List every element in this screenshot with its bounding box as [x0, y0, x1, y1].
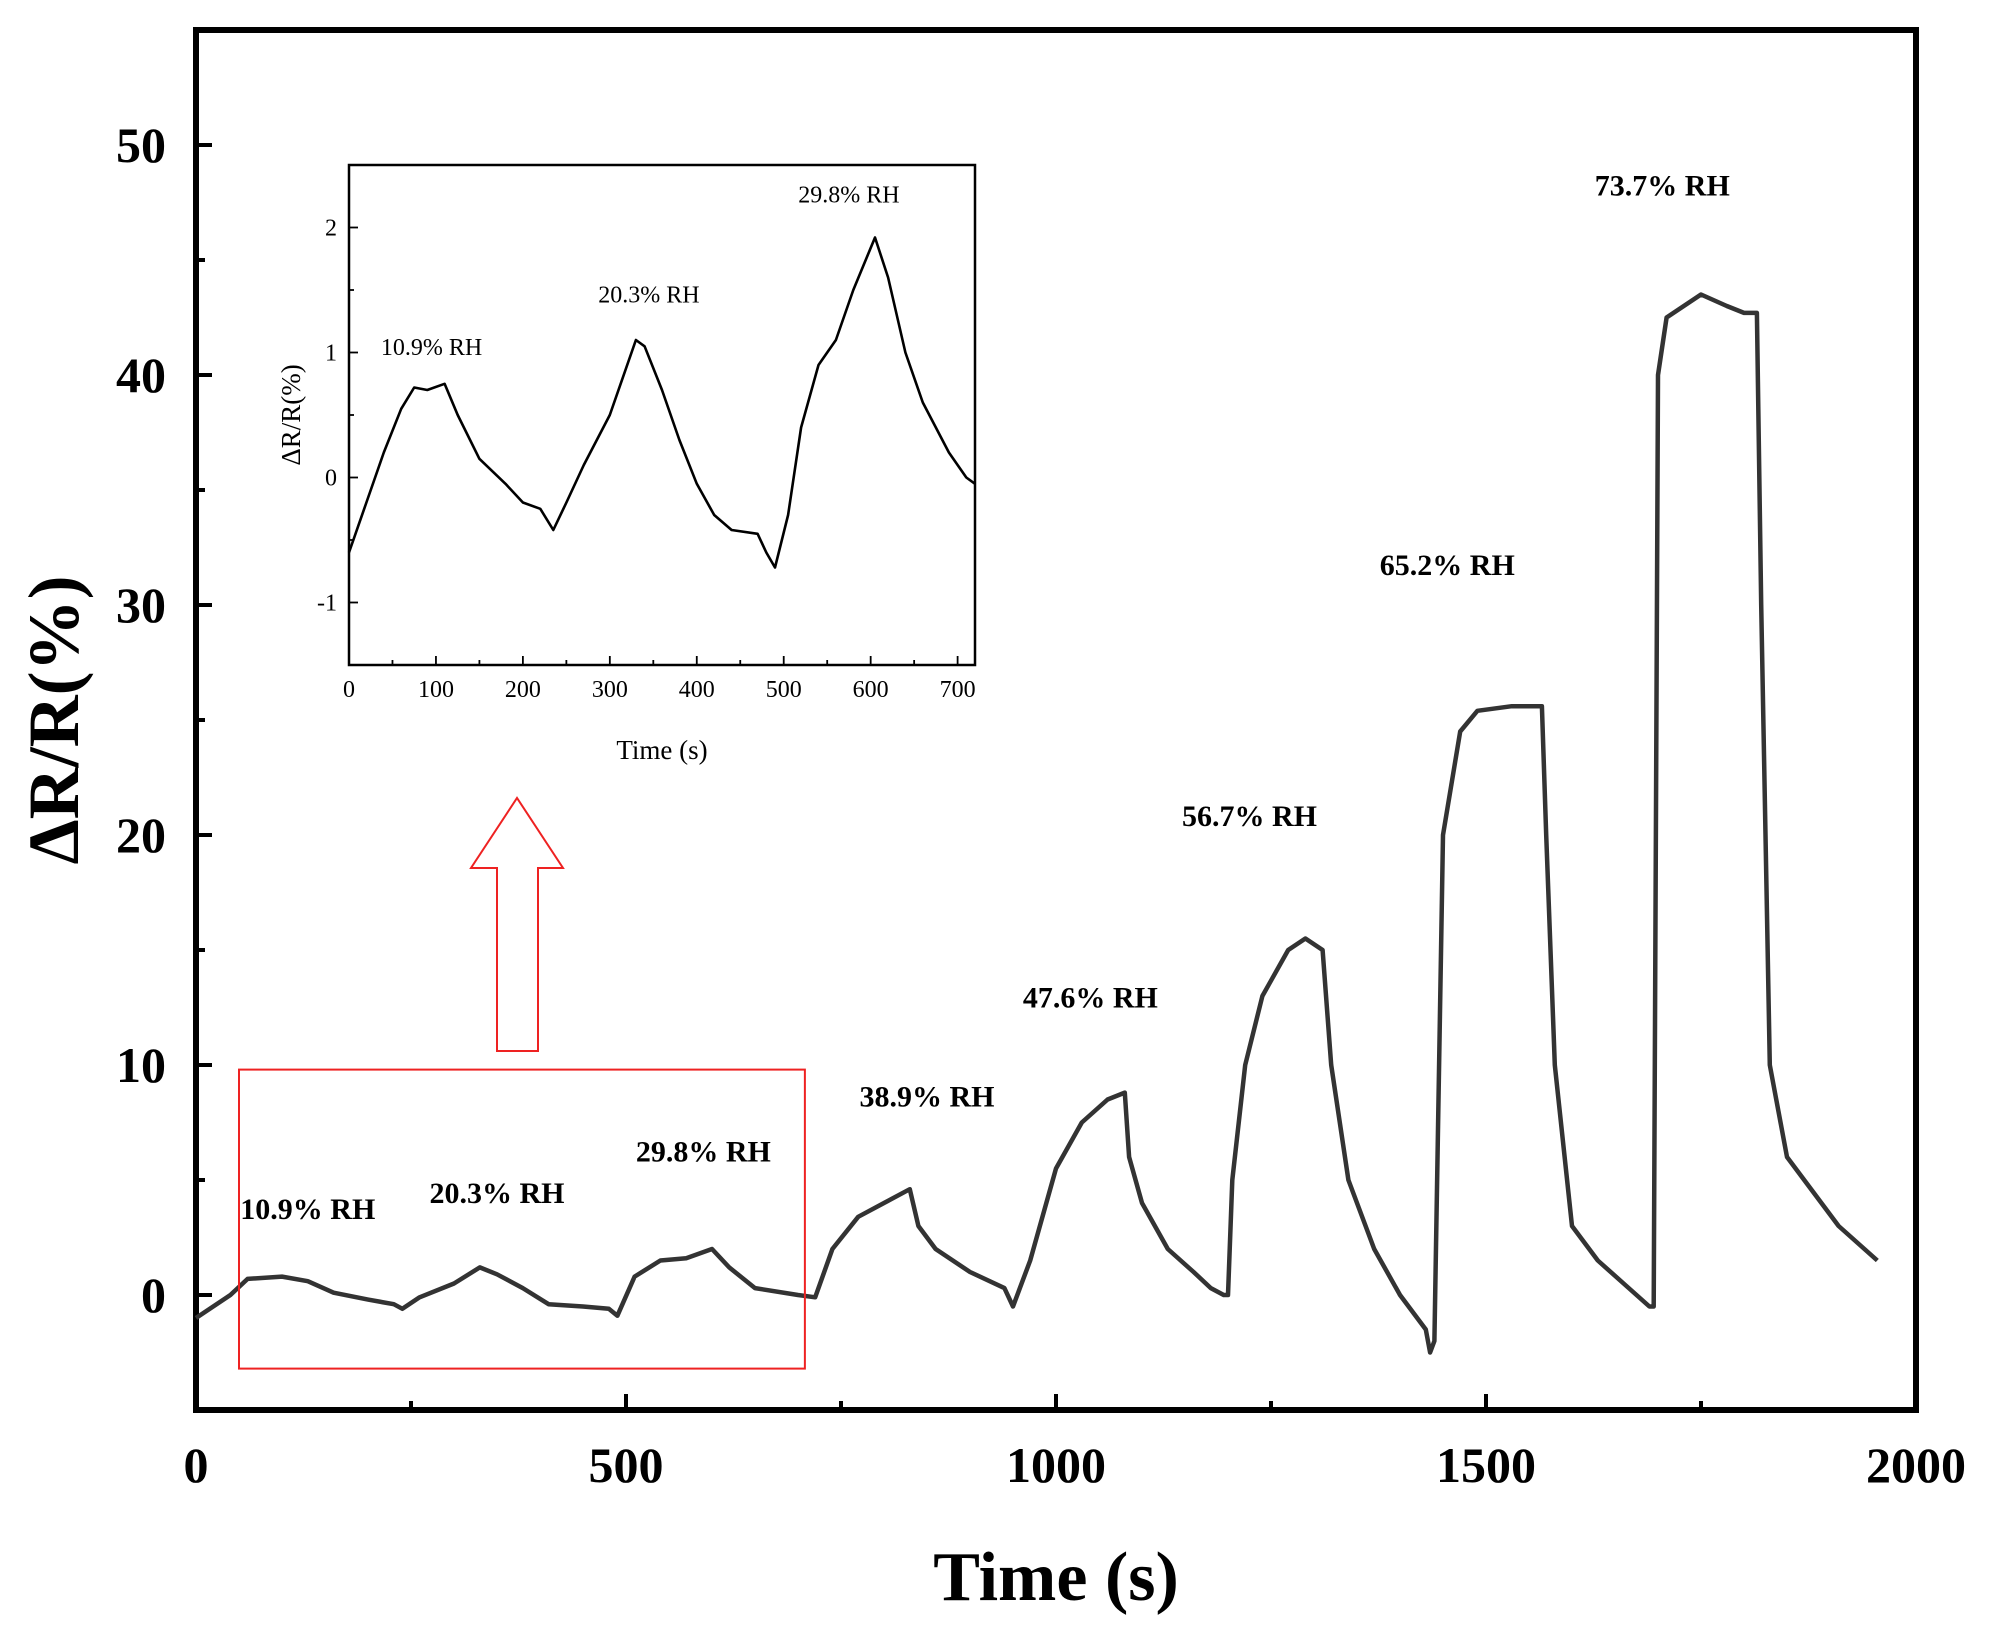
- highlight-box: [238, 1068, 806, 1370]
- x-tick-label: 1000: [1006, 1437, 1106, 1493]
- main-annotation-label: 73.7% RH: [1595, 170, 1730, 203]
- inset-annotation-label: 20.3% RH: [598, 283, 699, 309]
- main-annotation-label: 65.2% RH: [1380, 549, 1515, 582]
- y-tick-label: -1: [317, 591, 337, 617]
- inset-x-axis: 0 100 200 300 400 500 600 700: [343, 656, 976, 703]
- main-annotations: 10.9% RH 20.3% RH 29.8% RH 38.9% RH 47.6…: [240, 170, 1730, 1226]
- x-tick-label: 400: [679, 677, 715, 703]
- y-tick-label: 0: [141, 1267, 166, 1323]
- x-tick-label: 500: [589, 1437, 664, 1493]
- main-data-line: [194, 292, 1879, 1355]
- inset-y-axis-title: ΔR/R(%): [276, 364, 306, 465]
- y-tick-label: 0: [325, 466, 337, 492]
- main-x-axis-title: Time (s): [933, 1539, 1179, 1616]
- x-tick-label: 100: [418, 677, 454, 703]
- inset-annotation-label: 10.9% RH: [381, 335, 482, 361]
- x-tick-label: 700: [940, 677, 976, 703]
- main-y-axis-title: ΔR/R(%): [14, 575, 94, 864]
- x-tick-label: 500: [766, 677, 802, 703]
- main-annotation-label: 20.3% RH: [430, 1177, 565, 1210]
- zoom-arrow-icon: [469, 796, 565, 1052]
- x-tick-label: 200: [505, 677, 541, 703]
- inset-data-line: [347, 236, 976, 569]
- inset-annotations: 10.9% RH 20.3% RH 29.8% RH: [381, 183, 900, 362]
- y-tick-label: 30: [116, 577, 166, 633]
- x-tick-label: 0: [184, 1437, 209, 1493]
- y-tick-label: 2: [325, 216, 337, 242]
- x-tick-label: 2000: [1866, 1437, 1966, 1493]
- inset-plot-frame: [347, 163, 977, 667]
- y-tick-label: 10: [116, 1037, 166, 1093]
- x-tick-label: 600: [853, 677, 889, 703]
- main-annotation-label: 47.6% RH: [1023, 982, 1158, 1015]
- inset-annotation-label: 29.8% RH: [798, 183, 899, 209]
- main-annotation-label: 56.7% RH: [1182, 800, 1317, 833]
- x-tick-label: 0: [343, 677, 355, 703]
- main-annotation-label: 10.9% RH: [240, 1193, 375, 1226]
- inset-x-axis-title: Time (s): [616, 735, 707, 765]
- y-tick-label: 1: [325, 341, 337, 367]
- y-tick-label: 20: [116, 807, 166, 863]
- main-y-axis: 0 10 20 30 40 50: [116, 117, 212, 1323]
- main-annotation-label: 38.9% RH: [860, 1080, 995, 1113]
- main-x-axis: 0 500 1000 1500 2000: [184, 1394, 1966, 1493]
- y-tick-label: 40: [116, 347, 166, 403]
- x-tick-label: 300: [592, 677, 628, 703]
- y-tick-label: 50: [116, 117, 166, 173]
- main-annotation-label: 29.8% RH: [636, 1136, 771, 1169]
- inset-y-axis: -1 0 1 2: [317, 216, 358, 617]
- x-tick-label: 1500: [1436, 1437, 1536, 1493]
